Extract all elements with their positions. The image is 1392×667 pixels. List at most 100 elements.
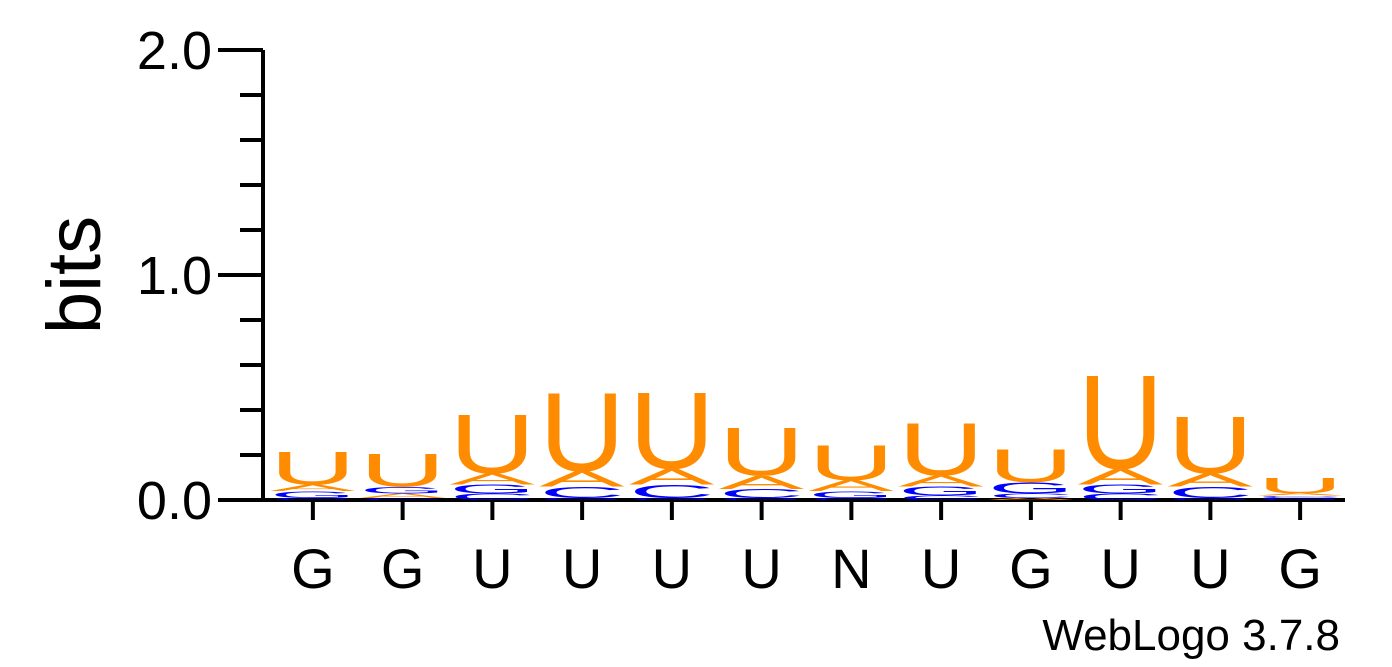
letter-U: U — [898, 408, 984, 492]
svg-text:C: C — [629, 481, 715, 502]
svg-text:G: G — [360, 485, 446, 496]
letter-U: U — [539, 369, 625, 495]
svg-text:A: A — [1078, 465, 1164, 489]
svg-text:U: U — [450, 397, 536, 491]
letter-C: C — [450, 492, 536, 502]
letter-G: G — [1257, 497, 1343, 501]
x-tick-label: N — [831, 537, 871, 600]
svg-text:G: G — [719, 497, 805, 501]
svg-text:C: C — [539, 484, 625, 502]
letter-A: A — [450, 470, 536, 487]
letter-U: U — [988, 440, 1074, 492]
letter-A: A — [360, 492, 446, 499]
svg-text:U: U — [539, 369, 625, 495]
y-ticks — [218, 48, 263, 502]
svg-text:U: U — [629, 371, 715, 493]
letter-G: G — [988, 479, 1074, 496]
svg-text:U: U — [1078, 347, 1164, 497]
svg-text:C: C — [1257, 495, 1343, 498]
svg-text:A: A — [898, 472, 984, 489]
svg-text:C: C — [898, 494, 984, 501]
letter-U: U — [450, 397, 536, 491]
letter-A: A — [1257, 493, 1343, 496]
svg-text:A: A — [360, 492, 446, 499]
svg-text:G: G — [988, 479, 1074, 496]
letter-G: G — [270, 489, 356, 500]
letter-G: G — [719, 497, 805, 501]
svg-text:A: A — [629, 465, 715, 489]
svg-text:G: G — [450, 482, 536, 496]
svg-text:C: C — [988, 492, 1074, 499]
letter-A: A — [988, 497, 1074, 500]
letter-A: A — [270, 483, 356, 493]
letter-A: A — [1168, 470, 1253, 491]
x-tick-label: U — [562, 537, 602, 600]
svg-text:G: G — [270, 489, 356, 500]
y-tick-label: 2.0 — [137, 21, 212, 81]
svg-text:A: A — [1257, 493, 1343, 496]
svg-text:U: U — [719, 413, 805, 490]
svg-text:C: C — [719, 486, 805, 500]
x-tick-label: G — [381, 537, 425, 600]
letter-C: C — [629, 481, 715, 502]
svg-text:U: U — [360, 444, 446, 496]
x-tick-label: U — [741, 537, 781, 600]
x-tick-label: G — [1009, 537, 1053, 600]
letter-G: G — [539, 497, 625, 501]
svg-text:C: C — [809, 497, 895, 500]
x-ticks — [310, 500, 1303, 520]
x-tick-label: U — [1100, 537, 1140, 600]
svg-text:G: G — [539, 497, 625, 501]
letter-U: U — [270, 442, 356, 494]
letter-C: C — [270, 497, 356, 500]
y-tick-label: 0.0 — [137, 471, 212, 531]
letter-C: C — [1168, 484, 1254, 502]
letter-G: G — [898, 484, 984, 498]
x-tick-label: U — [652, 537, 692, 600]
svg-text:G: G — [898, 484, 984, 498]
letter-C: C — [1078, 492, 1164, 502]
x-tick-label: U — [472, 537, 512, 600]
letter-A: A — [898, 472, 984, 489]
letter-C: C — [360, 497, 446, 500]
letter-A: A — [629, 465, 715, 489]
svg-text:U: U — [809, 435, 895, 490]
y-tick-labels: 0.0 1.0 2.0 — [137, 21, 212, 531]
letter-U: U — [1168, 400, 1254, 491]
letter-C: C — [539, 484, 625, 502]
svg-text:G: G — [809, 489, 895, 500]
letter-G: G — [809, 489, 895, 500]
letter-U: U — [809, 435, 895, 490]
letter-U: U — [360, 444, 446, 496]
svg-text:G: G — [1257, 497, 1343, 501]
svg-text:C: C — [270, 497, 356, 500]
letter-G: G — [360, 485, 446, 496]
letter-A: A — [719, 472, 804, 493]
svg-text:U: U — [270, 442, 356, 494]
letter-A: A — [809, 477, 895, 494]
svg-text:G: G — [629, 497, 715, 501]
letter-G: G — [1168, 497, 1254, 501]
svg-text:G: G — [1078, 482, 1164, 496]
letter-A: A — [1078, 465, 1164, 489]
y-tick-label: 1.0 — [137, 246, 212, 306]
svg-text:C: C — [360, 497, 446, 500]
svg-text:A: A — [1168, 470, 1253, 491]
letter-C: C — [1257, 495, 1343, 498]
weblogo-credit: WebLogo 3.7.8 — [1042, 611, 1340, 660]
svg-text:C: C — [450, 492, 536, 502]
x-tick-label: G — [291, 537, 335, 600]
y-axis-label: bits — [32, 216, 117, 334]
svg-text:A: A — [988, 497, 1074, 500]
letter-C: C — [988, 492, 1074, 499]
svg-text:A: A — [450, 470, 536, 487]
letter-G: G — [1078, 482, 1164, 496]
letter-U: U — [719, 413, 805, 490]
svg-text:U: U — [1257, 474, 1343, 498]
svg-text:U: U — [1168, 400, 1254, 491]
svg-text:G: G — [1168, 497, 1254, 501]
svg-text:U: U — [898, 408, 984, 492]
svg-text:C: C — [1078, 492, 1164, 502]
